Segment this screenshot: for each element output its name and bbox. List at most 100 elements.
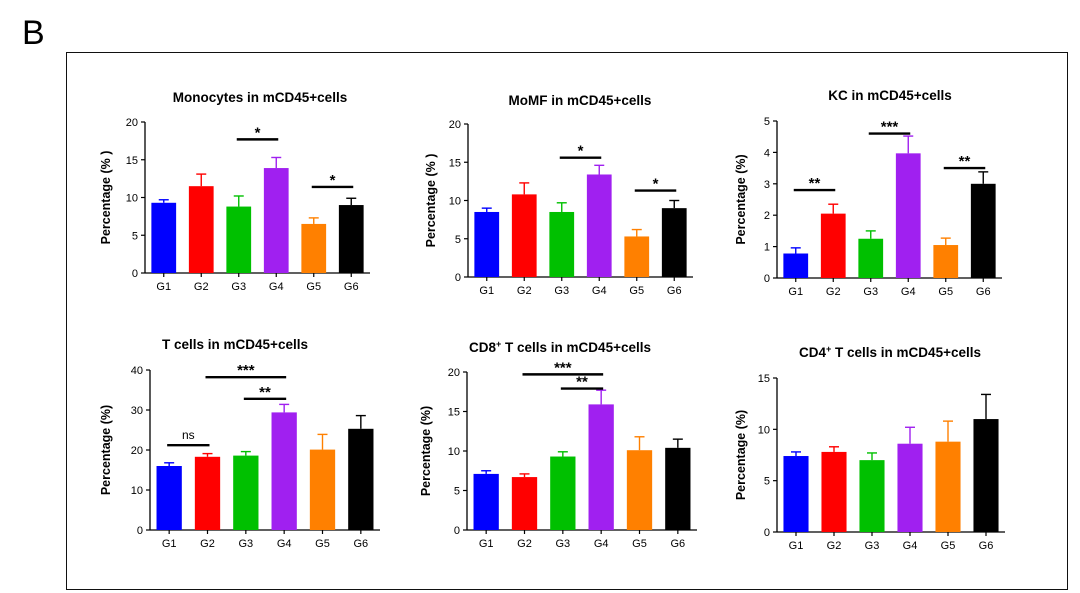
bar-G4 bbox=[586, 174, 612, 277]
y-tick-label: 0 bbox=[764, 527, 770, 539]
bar-G5 bbox=[309, 449, 336, 530]
chart-t-cells: T cells in mCD45+cells Percentage (%) 0 10 2… bbox=[99, 337, 380, 550]
x-tick-label: G4 bbox=[903, 540, 918, 552]
bar-G1 bbox=[783, 253, 809, 278]
chart-title: KC in mCD45+cells bbox=[828, 88, 951, 103]
x-tick-label: G6 bbox=[353, 538, 368, 550]
bar-G4 bbox=[263, 168, 289, 273]
bar-G5 bbox=[933, 245, 959, 278]
x-tick-label: G1 bbox=[479, 538, 494, 550]
x-tick-label: G5 bbox=[629, 285, 644, 297]
bar-G3 bbox=[233, 455, 259, 530]
bar-G6 bbox=[970, 183, 996, 278]
x-tick-label: G5 bbox=[315, 538, 330, 550]
x-tick-label: G5 bbox=[938, 286, 953, 298]
chart-kc: KC in mCD45+cells Percentage (%) 0 1 2 3 4 5 G1 G… bbox=[734, 88, 1002, 298]
significance-label: * bbox=[330, 172, 336, 189]
chart-title: CD8+ T cells in mCD45+cells bbox=[469, 339, 651, 355]
x-tick-label: G3 bbox=[238, 538, 253, 550]
chart-title: T cells in mCD45+cells bbox=[162, 337, 308, 352]
x-tick-label: G1 bbox=[789, 540, 804, 552]
chart-momf: MoMF in mCD45+cells Percentage (% ) 0 5 10 15… bbox=[424, 93, 693, 297]
bar-G5 bbox=[935, 441, 961, 532]
y-tick-label: 4 bbox=[764, 147, 770, 159]
bar-G5 bbox=[301, 223, 327, 273]
y-tick-label: 0 bbox=[454, 525, 460, 537]
x-tick-label: G1 bbox=[162, 538, 177, 550]
x-tick-label: G5 bbox=[306, 281, 321, 293]
significance-label: *** bbox=[237, 362, 255, 379]
significance-label: * bbox=[653, 176, 659, 193]
y-tick-label: 20 bbox=[449, 119, 461, 131]
x-tick-label: G3 bbox=[863, 286, 878, 298]
x-tick-label: G3 bbox=[865, 540, 880, 552]
x-tick-label: G3 bbox=[555, 538, 570, 550]
bar-G6 bbox=[973, 419, 999, 532]
bar-G4 bbox=[588, 404, 614, 530]
x-tick-label: G2 bbox=[826, 286, 841, 298]
y-axis-label: Percentage (%) bbox=[99, 405, 113, 495]
chart-cd4-t-cells: CD4+ T cells in mCD45+cells Percentage (%… bbox=[734, 344, 1005, 552]
bar-G4 bbox=[895, 153, 921, 278]
bar-G6 bbox=[661, 208, 687, 277]
y-tick-label: 5 bbox=[764, 476, 770, 488]
figure-frame bbox=[66, 52, 1068, 590]
y-axis-label: Percentage (% ) bbox=[99, 151, 113, 245]
bar-G2 bbox=[188, 186, 214, 273]
x-tick-label: G2 bbox=[200, 538, 215, 550]
y-tick-label: 1 bbox=[764, 242, 770, 254]
bar-G4 bbox=[271, 412, 297, 530]
chart-title: Monocytes in mCD45+cells bbox=[173, 90, 347, 105]
bar-G2 bbox=[511, 477, 538, 530]
bar-G4 bbox=[897, 443, 923, 532]
y-tick-label: 10 bbox=[758, 424, 770, 436]
y-axis-label: Percentage (% ) bbox=[424, 154, 438, 248]
y-axis-label: Percentage (%) bbox=[419, 406, 433, 496]
bar-G3 bbox=[226, 206, 252, 273]
y-tick-label: 15 bbox=[126, 155, 138, 167]
x-tick-label: G1 bbox=[788, 286, 803, 298]
x-tick-label: G6 bbox=[976, 286, 991, 298]
y-tick-label: 15 bbox=[448, 407, 460, 419]
x-tick-label: G2 bbox=[827, 540, 842, 552]
x-tick-label: G6 bbox=[667, 285, 682, 297]
y-axis-label: Percentage (%) bbox=[734, 410, 748, 500]
bar-G1 bbox=[473, 473, 499, 530]
x-tick-label: G6 bbox=[979, 540, 994, 552]
significance-label: * bbox=[255, 124, 261, 141]
y-tick-label: 15 bbox=[449, 157, 461, 169]
bar-G1 bbox=[474, 211, 500, 277]
y-tick-label: 2 bbox=[764, 210, 770, 222]
y-tick-label: 30 bbox=[131, 405, 143, 417]
bar-G1 bbox=[156, 466, 182, 530]
panel-label: B bbox=[22, 14, 45, 52]
chart-monocytes: Monocytes in mCD45+cells Percentage (% ) 0… bbox=[99, 90, 370, 293]
significance-label: ** bbox=[576, 374, 588, 391]
bar-G2 bbox=[820, 213, 846, 278]
bar-G6 bbox=[665, 447, 691, 530]
y-tick-label: 10 bbox=[448, 446, 460, 458]
y-tick-label: 40 bbox=[131, 365, 143, 377]
significance-label: ** bbox=[959, 153, 971, 170]
bar-G6 bbox=[338, 205, 364, 273]
x-tick-label: G4 bbox=[269, 281, 284, 293]
significance-label: *** bbox=[881, 119, 899, 136]
bar-G3 bbox=[550, 456, 576, 530]
y-tick-label: 20 bbox=[126, 117, 138, 129]
bar-G3 bbox=[858, 238, 884, 278]
y-tick-label: 15 bbox=[758, 373, 770, 385]
x-tick-label: G4 bbox=[901, 286, 916, 298]
bar-G5 bbox=[624, 236, 650, 277]
bar-G3 bbox=[549, 211, 575, 277]
x-tick-label: G3 bbox=[554, 285, 569, 297]
chart-cd8-t-cells: CD8+ T cells in mCD45+cells Percentage (%… bbox=[419, 339, 697, 550]
significance-label: *** bbox=[554, 359, 572, 376]
significance-label: ** bbox=[259, 384, 271, 401]
significance-label: ns bbox=[182, 428, 195, 442]
x-tick-label: G5 bbox=[632, 538, 647, 550]
x-tick-label: G6 bbox=[344, 281, 359, 293]
y-tick-label: 5 bbox=[764, 116, 770, 128]
y-tick-label: 10 bbox=[126, 193, 138, 205]
x-tick-label: G2 bbox=[517, 538, 532, 550]
significance-label: * bbox=[578, 143, 584, 160]
